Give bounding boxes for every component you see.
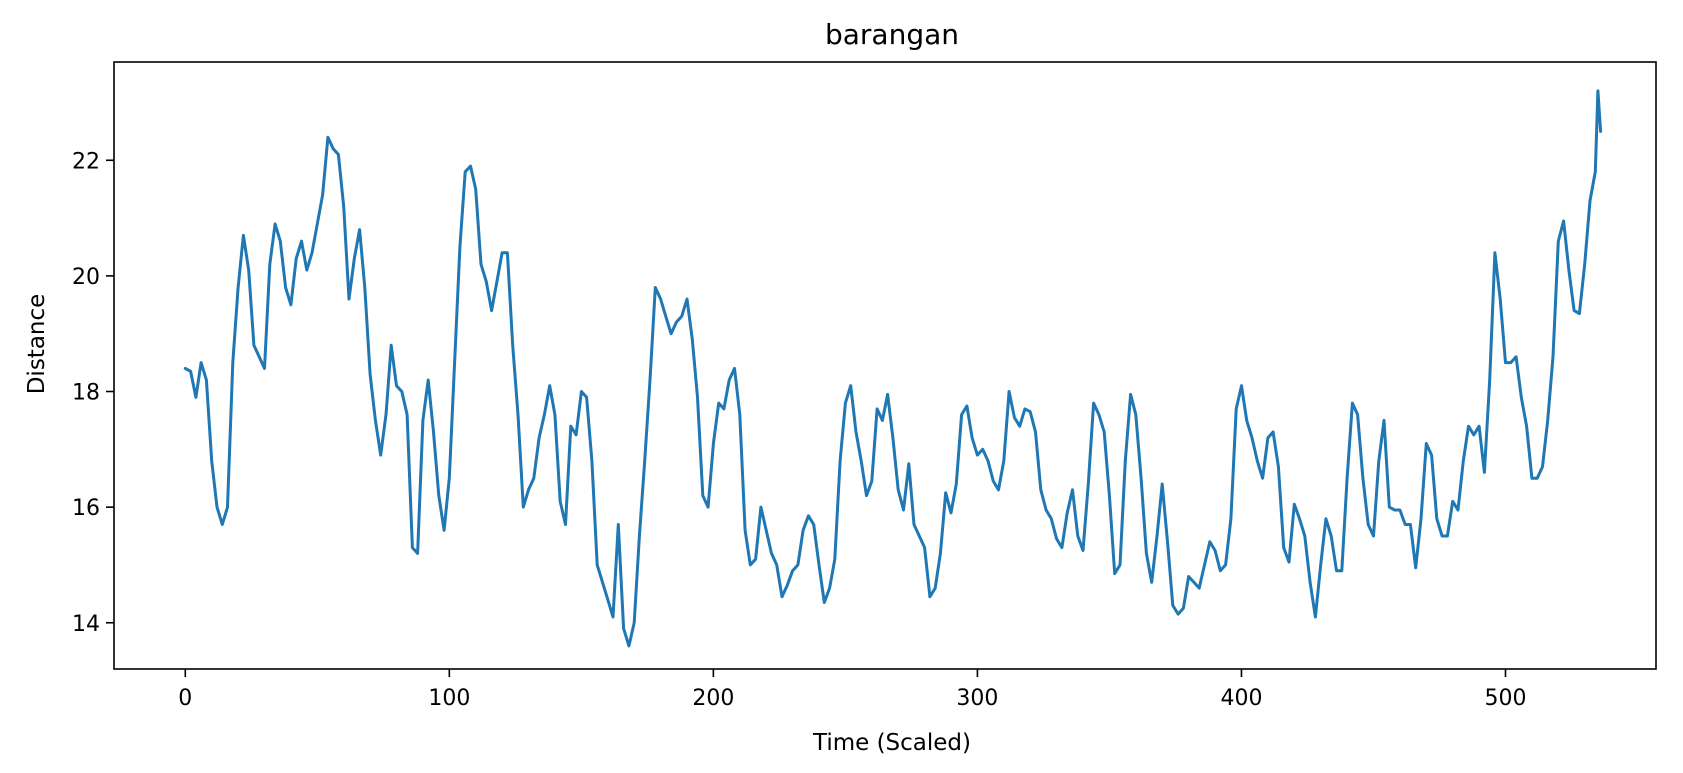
x-tick-label: 400: [1220, 686, 1262, 711]
y-tick-label: 18: [72, 381, 100, 406]
x-axis: 0 100 200 300 400 500: [178, 669, 1526, 711]
x-tick-label: 100: [428, 686, 470, 711]
y-axis-title: Distance: [24, 294, 50, 395]
y-axis: 14 16 18 20 22: [72, 149, 114, 637]
y-tick-label: 16: [72, 496, 100, 521]
axes-frame: [113, 61, 1657, 670]
x-tick-label: 500: [1484, 686, 1526, 711]
y-tick-label: 22: [72, 149, 100, 174]
chart-title: barangan: [825, 18, 959, 51]
plot-area: [113, 61, 1657, 670]
series-line: [183, 89, 1603, 648]
x-tick-label: 300: [956, 686, 998, 711]
x-tick-label: 0: [178, 686, 192, 711]
x-axis-title: Time (Scaled): [812, 730, 971, 756]
y-tick-label: 14: [72, 612, 100, 637]
x-tick-label: 200: [692, 686, 734, 711]
y-tick-label: 20: [72, 265, 100, 290]
